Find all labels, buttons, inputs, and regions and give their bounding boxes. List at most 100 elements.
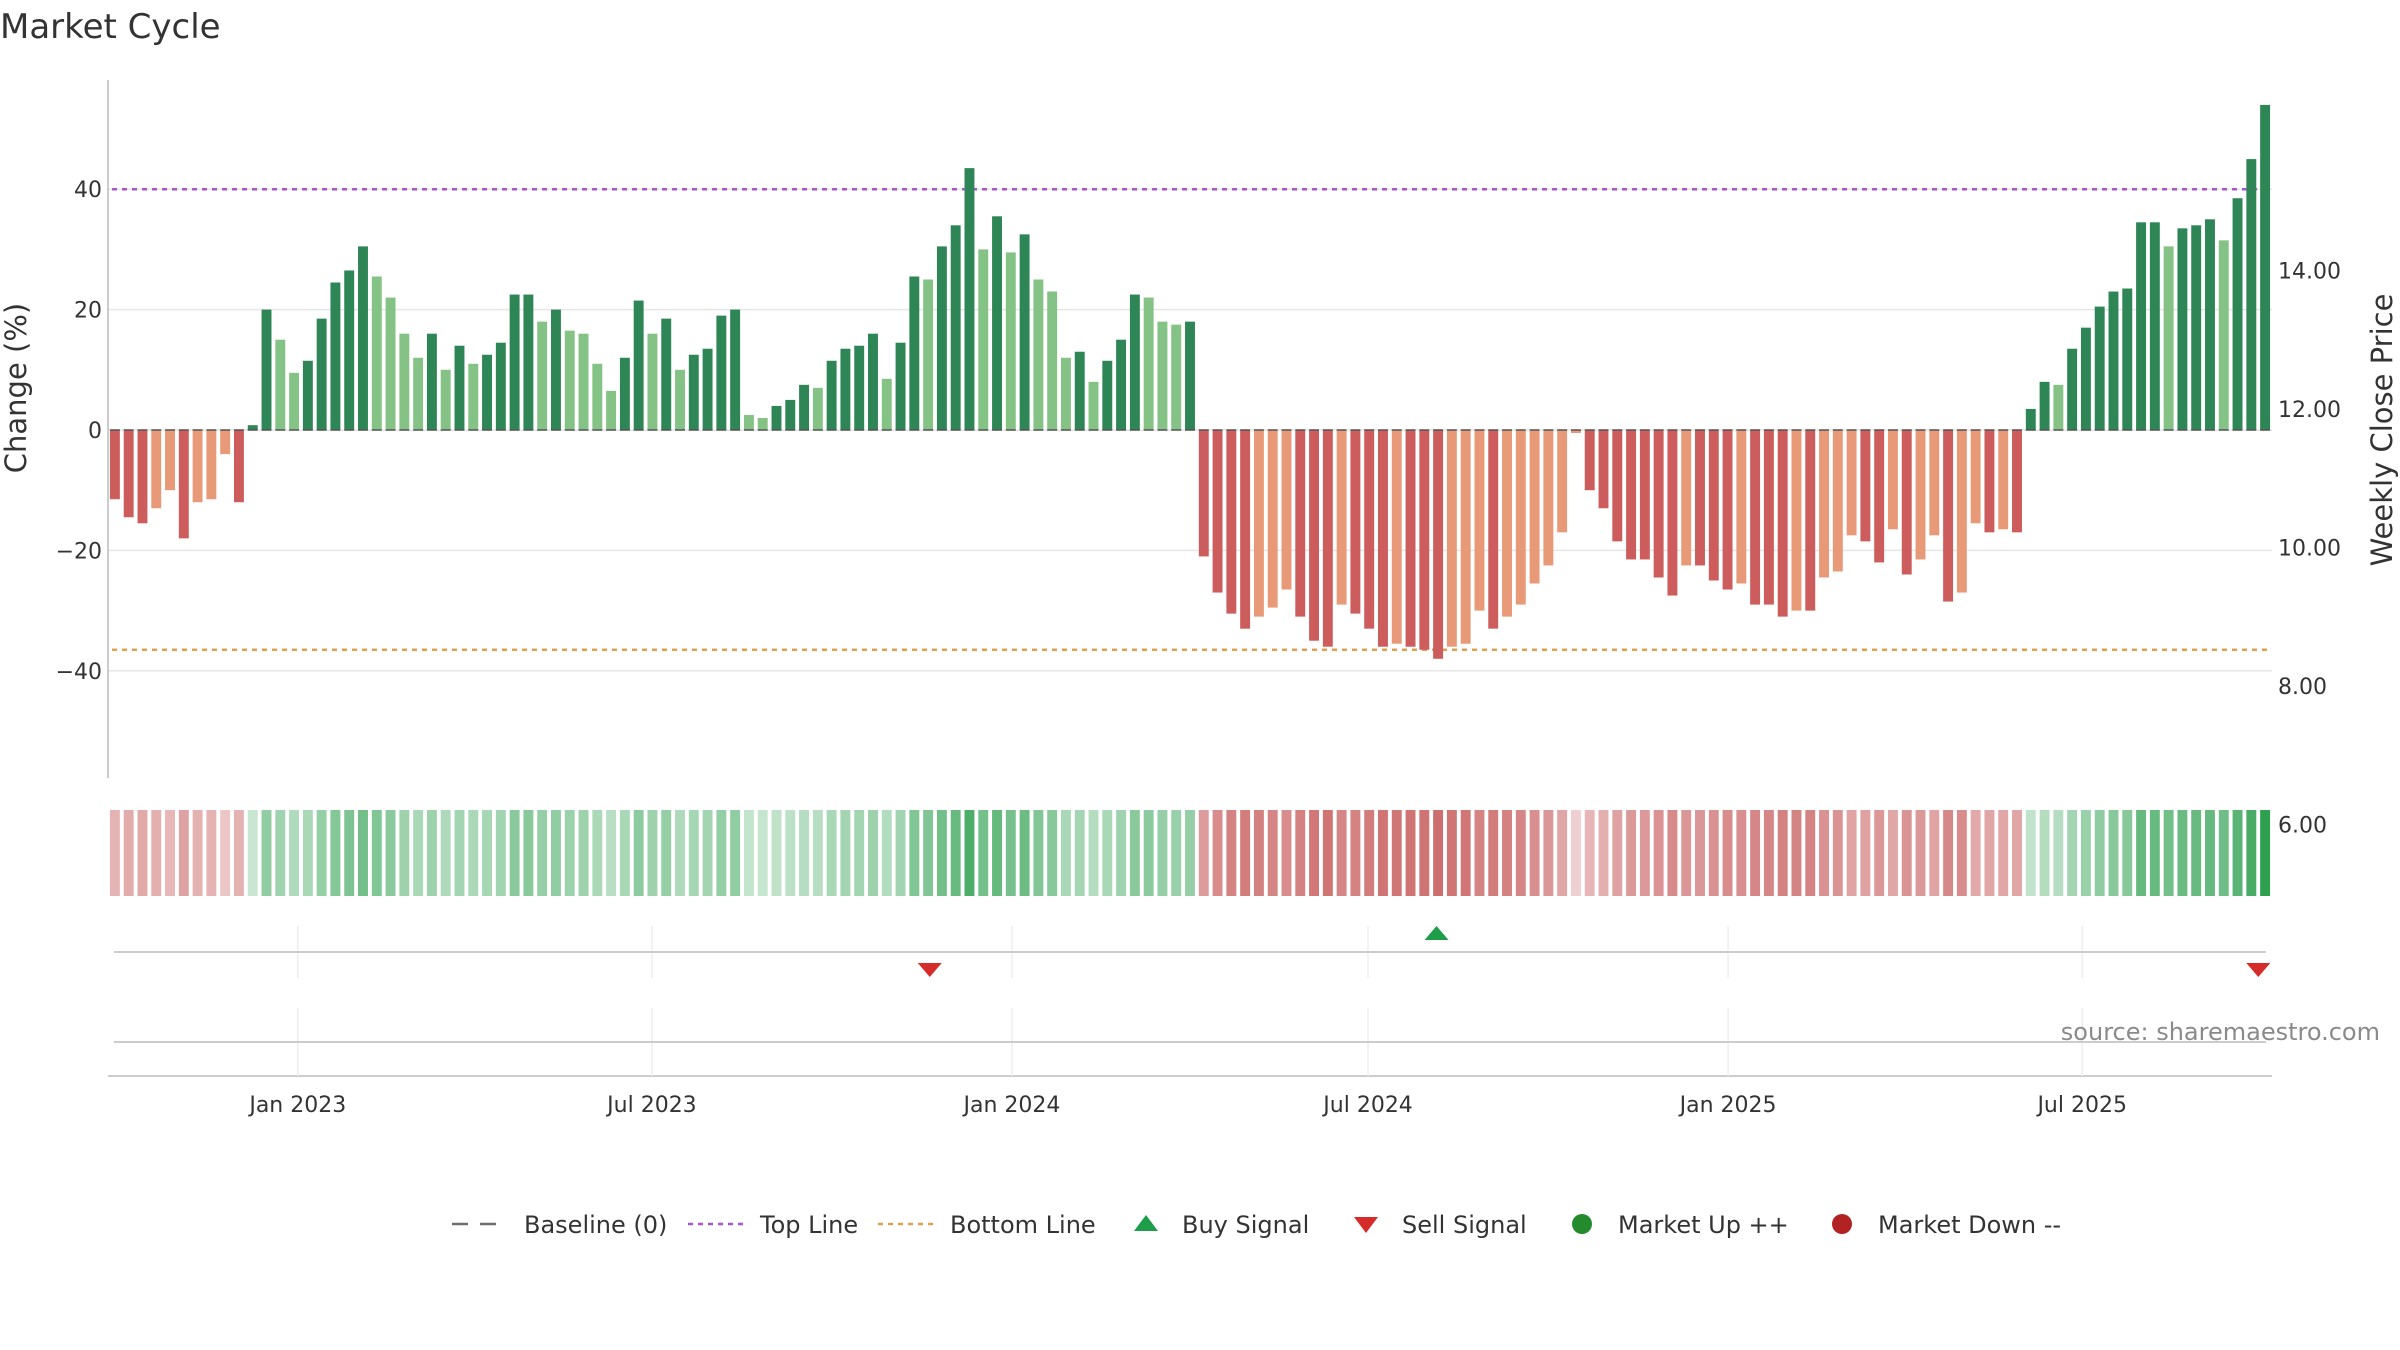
- bar: [2053, 384, 2064, 430]
- y2-tick-label: 10.00: [2278, 537, 2341, 562]
- heat-cell: [1391, 810, 1402, 896]
- bar: [1612, 430, 1623, 542]
- heat-cell: [1460, 810, 1471, 896]
- bar: [1943, 430, 1954, 602]
- bar: [895, 342, 906, 430]
- bar: [1970, 430, 1981, 524]
- heat-cell: [2012, 810, 2022, 896]
- bar: [564, 330, 575, 430]
- heat-cell: [881, 810, 892, 896]
- bar: [1929, 430, 1940, 536]
- bar: [1157, 321, 1168, 430]
- bar: [275, 339, 286, 430]
- heat-cell: [661, 810, 672, 896]
- bar: [233, 430, 244, 503]
- bar: [688, 354, 699, 430]
- bar: [757, 417, 768, 430]
- x-tick-label: Jan 2023: [247, 1093, 346, 1118]
- bar: [1488, 430, 1499, 629]
- heat-cell: [1970, 810, 1981, 896]
- bar: [1543, 430, 1554, 566]
- bar: [1129, 294, 1140, 430]
- bar: [1074, 351, 1085, 430]
- bar: [1557, 430, 1568, 533]
- legend-label: Market Down --: [1878, 1211, 2061, 1239]
- source-label: source: sharemaestro.com: [2061, 1018, 2380, 1046]
- heat-cell: [1502, 810, 1512, 896]
- heat-cell: [1088, 810, 1099, 896]
- heat-cell: [1405, 810, 1416, 896]
- y2-tick-label: 14.00: [2278, 260, 2341, 285]
- bar: [1102, 360, 1113, 430]
- bar: [2163, 246, 2174, 430]
- heat-cell: [1226, 810, 1237, 896]
- heat-cell: [2136, 810, 2147, 896]
- heat-cell: [1433, 810, 1444, 896]
- legend-item: Sell Signal: [1354, 1211, 1527, 1239]
- bar: [1874, 430, 1885, 563]
- heat-cell: [206, 810, 217, 896]
- bar: [206, 430, 217, 500]
- heat-cell: [302, 810, 313, 896]
- heat-cell: [730, 810, 741, 896]
- heat-cell: [358, 810, 368, 896]
- bar: [123, 430, 134, 518]
- heat-cell: [247, 810, 258, 896]
- bar: [2149, 222, 2160, 430]
- heat-cell: [2080, 810, 2091, 896]
- heat-cell: [1653, 810, 1664, 896]
- heat-cell: [992, 810, 1002, 896]
- bar: [1695, 430, 1705, 566]
- bar: [1378, 430, 1388, 647]
- y-tick-label: −40: [56, 660, 102, 685]
- bar: [730, 309, 741, 430]
- bar: [1901, 430, 1912, 575]
- bar: [1860, 430, 1871, 542]
- heat-cell: [1887, 810, 1898, 896]
- heat-cell: [1777, 810, 1788, 896]
- heat-cell: [1515, 810, 1526, 896]
- heat-cell: [978, 810, 989, 896]
- bar: [1805, 430, 1816, 611]
- heat-cell: [743, 810, 754, 896]
- bar: [1212, 430, 1223, 593]
- bar: [1253, 430, 1264, 617]
- bar: [426, 333, 437, 430]
- heat-cell: [1915, 810, 1926, 896]
- bar: [1750, 430, 1761, 605]
- heat-cell: [675, 810, 685, 896]
- heat-cell: [1143, 810, 1154, 896]
- y2-tick-label: 12.00: [2278, 398, 2341, 423]
- heat-cell: [1901, 810, 1912, 896]
- heat-cell: [1832, 810, 1843, 896]
- heat-cell: [2163, 810, 2174, 896]
- heat-cell: [1474, 810, 1485, 896]
- bar: [1364, 430, 1375, 629]
- bar: [881, 378, 892, 430]
- bar: [2191, 225, 2202, 430]
- y-axis-title: Change (%): [0, 303, 33, 473]
- heat-cell: [578, 810, 589, 896]
- bar: [495, 342, 506, 430]
- heat-cell: [482, 810, 492, 896]
- bar: [923, 279, 934, 430]
- heat-cell: [2232, 810, 2243, 896]
- bar: [2108, 291, 2119, 430]
- x-tick-label: Jan 2024: [961, 1093, 1060, 1118]
- heat-cell: [592, 810, 603, 896]
- heat-cell: [1860, 810, 1871, 896]
- heat-cell: [1047, 810, 1058, 896]
- heat-cell: [854, 810, 865, 896]
- heat-cell: [1185, 810, 1195, 896]
- heat-cell: [950, 810, 961, 896]
- bar: [661, 318, 672, 430]
- heat-cell: [1626, 810, 1637, 896]
- bar: [1116, 339, 1127, 430]
- bar: [247, 425, 258, 430]
- heat-cell: [2094, 810, 2105, 896]
- bar: [178, 430, 189, 539]
- bar: [1033, 279, 1044, 430]
- bar: [592, 363, 603, 430]
- bar: [1226, 430, 1237, 614]
